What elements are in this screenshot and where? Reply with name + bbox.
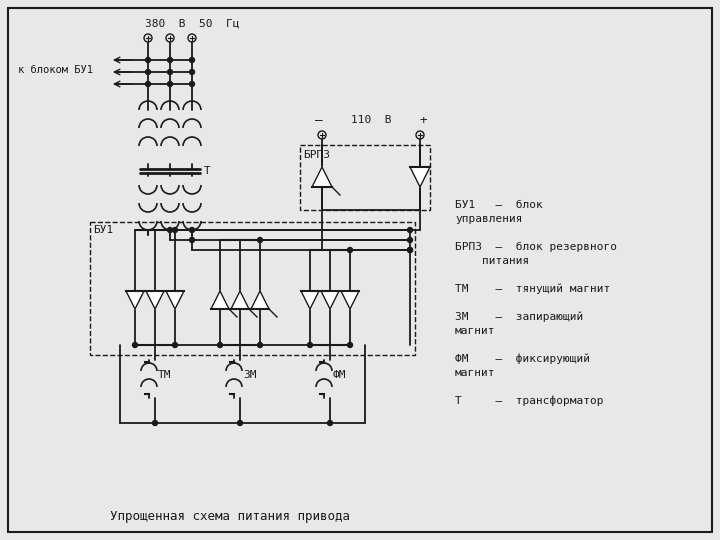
Circle shape [168, 82, 173, 86]
Polygon shape [410, 167, 430, 187]
Polygon shape [321, 291, 339, 309]
Circle shape [189, 82, 194, 86]
Text: +: + [419, 114, 427, 127]
Circle shape [168, 57, 173, 63]
Polygon shape [301, 291, 319, 309]
Circle shape [408, 238, 413, 242]
Circle shape [348, 342, 353, 348]
Circle shape [307, 342, 312, 348]
Text: магнит: магнит [455, 368, 495, 378]
Polygon shape [231, 291, 249, 309]
Text: БРПЗ: БРПЗ [303, 150, 330, 160]
Circle shape [173, 227, 178, 233]
Circle shape [189, 227, 194, 233]
Circle shape [408, 227, 413, 233]
Circle shape [348, 247, 353, 253]
Text: ФМ: ФМ [333, 370, 346, 380]
Polygon shape [146, 291, 164, 309]
Polygon shape [251, 291, 269, 309]
Text: 110  В: 110 В [351, 115, 391, 125]
Text: ФМ    –  фиксирующий: ФМ – фиксирующий [455, 354, 590, 364]
Text: БУ1: БУ1 [93, 225, 113, 235]
Text: –: – [315, 114, 323, 127]
Text: магнит: магнит [455, 326, 495, 336]
Polygon shape [211, 291, 229, 309]
Text: Упрощенная схема питания привода: Упрощенная схема питания привода [110, 510, 350, 523]
Circle shape [258, 238, 263, 242]
Circle shape [168, 227, 173, 233]
Circle shape [168, 70, 173, 75]
Text: ТМ: ТМ [158, 370, 171, 380]
Circle shape [189, 70, 194, 75]
Circle shape [189, 238, 194, 242]
Circle shape [145, 70, 150, 75]
Circle shape [238, 421, 243, 426]
Circle shape [408, 247, 413, 253]
Text: ЗМ    –  запирающий: ЗМ – запирающий [455, 312, 583, 322]
Circle shape [189, 57, 194, 63]
Text: ТМ    –  тянущий магнит: ТМ – тянущий магнит [455, 284, 611, 294]
Circle shape [145, 57, 150, 63]
Text: БУ1   –  блок: БУ1 – блок [455, 200, 543, 210]
Circle shape [328, 421, 333, 426]
Circle shape [173, 342, 178, 348]
Circle shape [217, 342, 222, 348]
Circle shape [145, 82, 150, 86]
Text: 380  В  50  Гц: 380 В 50 Гц [145, 18, 240, 28]
Circle shape [408, 247, 413, 253]
Text: БРПЗ  –  блок резервного: БРПЗ – блок резервного [455, 242, 617, 252]
Circle shape [258, 342, 263, 348]
Text: управления: управления [455, 214, 523, 224]
Text: Т     –  трансформатор: Т – трансформатор [455, 396, 603, 407]
Polygon shape [341, 291, 359, 309]
Text: питания: питания [455, 256, 529, 266]
Polygon shape [126, 291, 144, 309]
Circle shape [132, 342, 138, 348]
Polygon shape [312, 167, 332, 187]
Text: ЗМ: ЗМ [243, 370, 256, 380]
Polygon shape [166, 291, 184, 309]
Text: Т: Т [204, 166, 211, 176]
Circle shape [153, 421, 158, 426]
Text: к блоком БУ1: к блоком БУ1 [18, 65, 93, 75]
